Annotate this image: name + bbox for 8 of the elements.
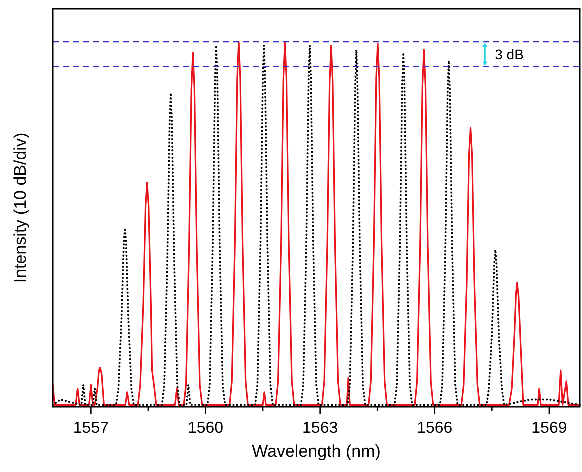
x-tick-label: 1557 (73, 420, 110, 437)
x-tick-label: 1569 (532, 420, 568, 437)
x-tick-label: 1560 (188, 420, 224, 437)
x-tick-label: 1563 (302, 420, 338, 437)
annotation: 3 dB (495, 46, 524, 62)
x-tick-label: 1566 (417, 420, 453, 437)
x-axis-title: Wavelength (nm) (252, 442, 381, 461)
y-axis-title: Intensity (10 dB/div) (11, 132, 30, 284)
